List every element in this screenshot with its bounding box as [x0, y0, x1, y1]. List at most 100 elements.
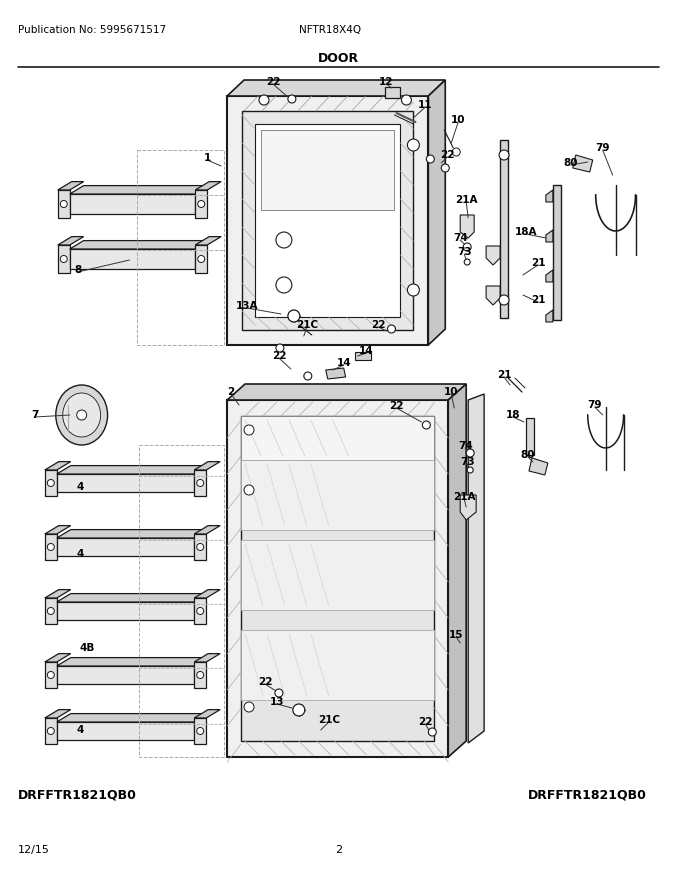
Polygon shape [70, 240, 209, 249]
Circle shape [276, 277, 292, 293]
Text: 21: 21 [530, 295, 545, 305]
Text: 22: 22 [440, 150, 454, 160]
Polygon shape [194, 590, 220, 598]
Polygon shape [384, 87, 401, 98]
Circle shape [198, 255, 205, 262]
Polygon shape [227, 80, 445, 96]
Text: 14: 14 [337, 358, 351, 368]
Polygon shape [448, 384, 466, 757]
Circle shape [48, 480, 54, 487]
Polygon shape [227, 384, 466, 400]
Text: 11: 11 [418, 100, 432, 110]
Circle shape [77, 410, 86, 420]
Circle shape [61, 255, 67, 262]
Circle shape [293, 704, 305, 716]
Text: 80: 80 [564, 158, 578, 168]
Text: 2: 2 [335, 845, 342, 855]
Polygon shape [261, 130, 394, 210]
Circle shape [428, 728, 437, 736]
Polygon shape [56, 666, 194, 684]
Polygon shape [242, 111, 413, 330]
Polygon shape [45, 709, 71, 718]
Circle shape [197, 544, 204, 551]
Text: 15: 15 [449, 630, 464, 640]
Polygon shape [546, 230, 553, 242]
Polygon shape [58, 190, 70, 218]
Circle shape [407, 139, 420, 151]
Polygon shape [70, 186, 209, 194]
Text: 79: 79 [596, 143, 610, 153]
Text: Publication No: 5995671517: Publication No: 5995671517 [18, 25, 166, 35]
Polygon shape [194, 718, 206, 744]
Ellipse shape [56, 385, 107, 445]
Polygon shape [194, 709, 220, 718]
Polygon shape [45, 590, 71, 598]
Circle shape [388, 325, 396, 333]
Polygon shape [56, 714, 208, 722]
Polygon shape [45, 718, 56, 744]
Text: 74: 74 [453, 233, 468, 243]
Polygon shape [45, 598, 56, 624]
Circle shape [426, 155, 435, 163]
Polygon shape [194, 462, 220, 470]
Polygon shape [56, 657, 208, 666]
Polygon shape [58, 245, 70, 273]
Polygon shape [573, 155, 593, 172]
Polygon shape [70, 194, 195, 214]
Polygon shape [194, 525, 220, 534]
Text: 21C: 21C [318, 715, 340, 725]
Text: 22: 22 [371, 320, 386, 330]
Polygon shape [195, 245, 207, 273]
Text: 13: 13 [270, 697, 284, 707]
Text: 12: 12 [379, 77, 394, 87]
Text: 73: 73 [457, 247, 471, 257]
Circle shape [61, 201, 67, 208]
Circle shape [197, 671, 204, 678]
Polygon shape [241, 416, 435, 460]
Polygon shape [355, 352, 371, 360]
Polygon shape [486, 246, 500, 265]
Polygon shape [227, 400, 448, 757]
Polygon shape [241, 460, 435, 530]
Circle shape [304, 372, 312, 380]
Circle shape [244, 702, 254, 712]
Polygon shape [194, 470, 206, 496]
Text: 10: 10 [444, 387, 458, 397]
Circle shape [441, 164, 449, 172]
Text: 22: 22 [272, 351, 286, 361]
Text: 73: 73 [460, 457, 475, 467]
Circle shape [197, 607, 204, 614]
Polygon shape [529, 458, 548, 475]
Polygon shape [241, 416, 435, 741]
Polygon shape [469, 394, 484, 743]
Polygon shape [194, 598, 206, 624]
Text: 21A: 21A [455, 195, 477, 205]
Text: 21: 21 [530, 258, 545, 268]
Polygon shape [546, 310, 553, 322]
Circle shape [466, 449, 474, 457]
Text: 4: 4 [76, 725, 84, 735]
Polygon shape [553, 185, 561, 320]
Polygon shape [45, 525, 71, 534]
Polygon shape [500, 140, 508, 318]
Polygon shape [56, 722, 194, 740]
Polygon shape [546, 190, 553, 202]
Circle shape [467, 467, 473, 473]
Text: 2: 2 [228, 387, 235, 397]
Circle shape [463, 243, 471, 251]
Text: 21A: 21A [453, 492, 475, 502]
Polygon shape [195, 181, 221, 190]
Text: 10: 10 [451, 115, 466, 125]
Polygon shape [241, 540, 435, 610]
Text: 21: 21 [497, 370, 511, 380]
Circle shape [48, 607, 54, 614]
Circle shape [464, 259, 470, 265]
Text: DRFFTR1821QB0: DRFFTR1821QB0 [18, 788, 137, 802]
Polygon shape [326, 368, 345, 379]
Circle shape [48, 544, 54, 551]
Text: NFTR18X4Q: NFTR18X4Q [299, 25, 361, 35]
Polygon shape [241, 630, 435, 700]
Text: 4: 4 [76, 482, 84, 492]
Polygon shape [195, 190, 207, 218]
Circle shape [275, 689, 283, 697]
